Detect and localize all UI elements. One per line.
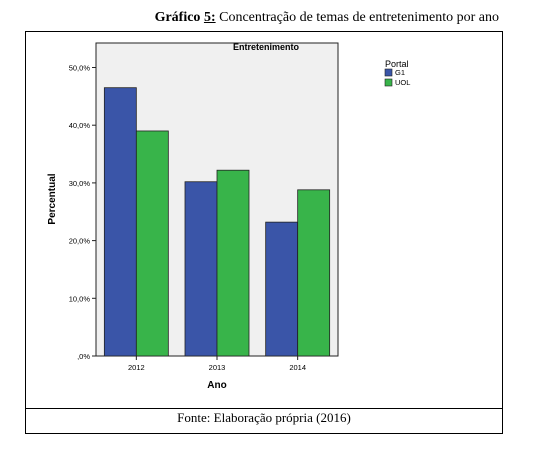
- legend-title: Portal: [385, 59, 409, 69]
- bar-g1-2013: [184, 181, 218, 357]
- y-axis: ,0% 10,0% 20,0% 30,0% 40,0% 50,0%: [69, 64, 96, 361]
- bar-uol-2012: [135, 130, 169, 357]
- bar-g1-2014: [265, 221, 299, 357]
- bars: [103, 87, 331, 357]
- bar-chart: Entretenimento ,0% 10,0% 20,0% 30,0% 40,0% 50…: [47, 42, 410, 391]
- y-tick-label: 20,0%: [69, 237, 91, 246]
- y-tick-label: 50,0%: [69, 64, 91, 73]
- source-divider: [26, 408, 502, 409]
- y-tick-label: 10,0%: [69, 294, 91, 303]
- legend-swatch-uol: [384, 78, 393, 87]
- figure-caption: Gráfico 5: Concentração de temas de entr…: [0, 10, 533, 26]
- figure-frame: Entretenimento ,0% 10,0% 20,0% 30,0% 40,0% 50…: [25, 31, 503, 434]
- bar-uol-2013: [216, 169, 250, 357]
- legend-swatch-g1: [384, 68, 393, 77]
- source-note: Fonte: Elaboração própria (2016): [177, 410, 351, 425]
- x-tick-label: 2013: [209, 363, 226, 372]
- legend-label-uol: UOL: [395, 78, 410, 87]
- x-axis-title: Ano: [207, 380, 226, 391]
- bar-uol-2014: [297, 189, 331, 357]
- x-tick-label: 2012: [128, 363, 145, 372]
- y-tick-label: 40,0%: [69, 121, 91, 130]
- y-axis-title: Percentual: [47, 173, 58, 224]
- chart-title: Entretenimento: [233, 42, 300, 52]
- caption-lead: Gráfico: [154, 10, 201, 25]
- caption-number: 5:: [203, 10, 216, 25]
- y-tick-label: 30,0%: [69, 179, 91, 188]
- bar-g1-2012: [103, 87, 137, 357]
- x-axis: 2012 2013 2014: [128, 356, 306, 372]
- legend-label-g1: G1: [395, 68, 405, 77]
- y-tick-label: ,0%: [77, 352, 90, 361]
- x-tick-label: 2014: [289, 363, 306, 372]
- caption-text: Concentração de temas de entretenimento …: [219, 10, 499, 25]
